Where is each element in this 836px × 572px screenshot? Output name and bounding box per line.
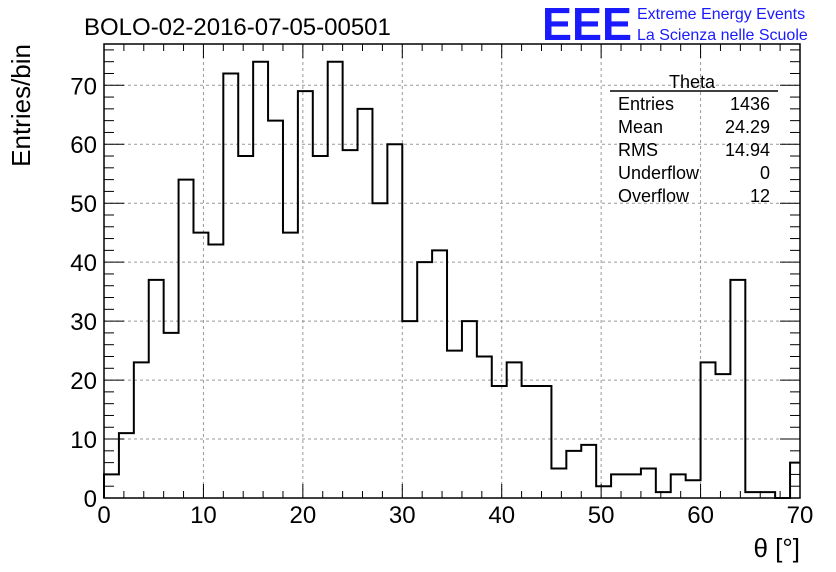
x-tick-label: 40: [488, 502, 515, 529]
histogram-bin: [313, 156, 328, 498]
histogram-bin: [134, 362, 149, 498]
histogram-bin: [238, 156, 253, 498]
histogram-bin: [596, 486, 611, 498]
x-tick-label: 60: [687, 502, 714, 529]
stats-underflow-value: 0: [760, 163, 770, 183]
stats-rms-value: 14.94: [725, 140, 770, 160]
y-tick-label: 60: [70, 132, 97, 159]
histogram-bin: [343, 150, 358, 498]
histogram-bin: [268, 121, 283, 498]
x-tick-label: 30: [389, 502, 416, 529]
histogram-bin: [566, 451, 581, 498]
y-tick-label: 30: [70, 309, 97, 336]
x-tick-label: 10: [190, 502, 217, 529]
histogram-bin: [179, 180, 194, 498]
histogram-bin: [387, 144, 402, 498]
stats-overflow-value: 12: [750, 186, 770, 206]
histogram-bin: [537, 386, 552, 498]
histogram-bin: [119, 433, 134, 498]
eee-logo: EEE Extreme Energy Events La Scienza nel…: [542, 0, 808, 50]
y-tick-label: 50: [70, 191, 97, 218]
histogram-bin: [477, 356, 492, 498]
histogram-bin: [447, 351, 462, 498]
histogram-bin: [715, 374, 730, 498]
histogram-bin: [581, 445, 596, 498]
histogram-bin: [790, 463, 800, 498]
x-tick-label: 70: [787, 502, 814, 529]
histogram-bin: [328, 62, 343, 498]
stats-entries-label: Entries: [618, 94, 674, 114]
histogram-bin: [641, 469, 656, 498]
histogram-bin: [223, 73, 238, 498]
logo-line-1: Extreme Energy Events: [637, 6, 805, 23]
x-axis-label: θ [°]: [753, 533, 800, 563]
histogram-bin: [149, 280, 164, 498]
histogram-bin: [492, 386, 507, 498]
y-tick-label: 70: [70, 73, 97, 100]
y-axis-label: Entries/bin: [6, 44, 36, 167]
stats-entries-value: 1436: [730, 94, 770, 114]
histogram-bin: [283, 233, 298, 498]
histogram-bin: [372, 203, 387, 498]
stats-box-title: Theta: [669, 72, 716, 92]
x-tick-label: 50: [588, 502, 615, 529]
histogram-bin: [701, 362, 716, 498]
histogram-bin: [432, 250, 447, 498]
stats-box: Theta Entries 1436 Mean 24.29 RMS 14.94 …: [610, 72, 778, 206]
histogram-bin: [358, 109, 373, 498]
histogram-bin: [462, 321, 477, 498]
x-tick-label: 0: [97, 502, 110, 529]
y-tick-label: 20: [70, 368, 97, 395]
histogram-bin: [164, 333, 179, 498]
histogram-outline: [103, 60, 800, 499]
y-tick-label: 40: [70, 250, 97, 277]
plot-frame: [103, 43, 801, 499]
histogram-bin: [402, 321, 417, 498]
histogram-bin: [522, 386, 537, 498]
histogram-bin: [730, 280, 745, 498]
chart-title: BOLO-02-2016-07-05-00501: [84, 14, 391, 41]
histogram-bin: [686, 480, 701, 498]
histogram-bin: [671, 474, 686, 498]
histogram-bin: [551, 469, 566, 498]
histogram-bin: [193, 233, 208, 498]
stats-rms-label: RMS: [618, 140, 658, 160]
stats-underflow-label: Underflow: [618, 163, 700, 183]
stats-mean-label: Mean: [618, 117, 663, 137]
histogram-bin: [253, 62, 268, 498]
histogram-bin: [611, 474, 626, 498]
x-tick-label: 20: [290, 502, 317, 529]
histogram-bin: [104, 474, 119, 498]
axes: 0 10 20 30 40 50 60 70 0 10 20 30 40 50 60 70: [70, 43, 814, 529]
logo-line-2: La Scienza nelle Scuole: [637, 27, 808, 44]
histogram-bin: [298, 91, 313, 498]
histogram-bin: [626, 474, 641, 498]
histogram-bin: [507, 362, 522, 498]
stats-overflow-label: Overflow: [618, 186, 690, 206]
histogram-bin: [417, 262, 432, 498]
y-tick-label: 10: [70, 427, 97, 454]
histogram-bin: [208, 244, 223, 498]
eee-logo-mark: EEE: [542, 0, 632, 50]
y-tick-label: 0: [84, 486, 97, 513]
stats-mean-value: 24.29: [725, 117, 770, 137]
